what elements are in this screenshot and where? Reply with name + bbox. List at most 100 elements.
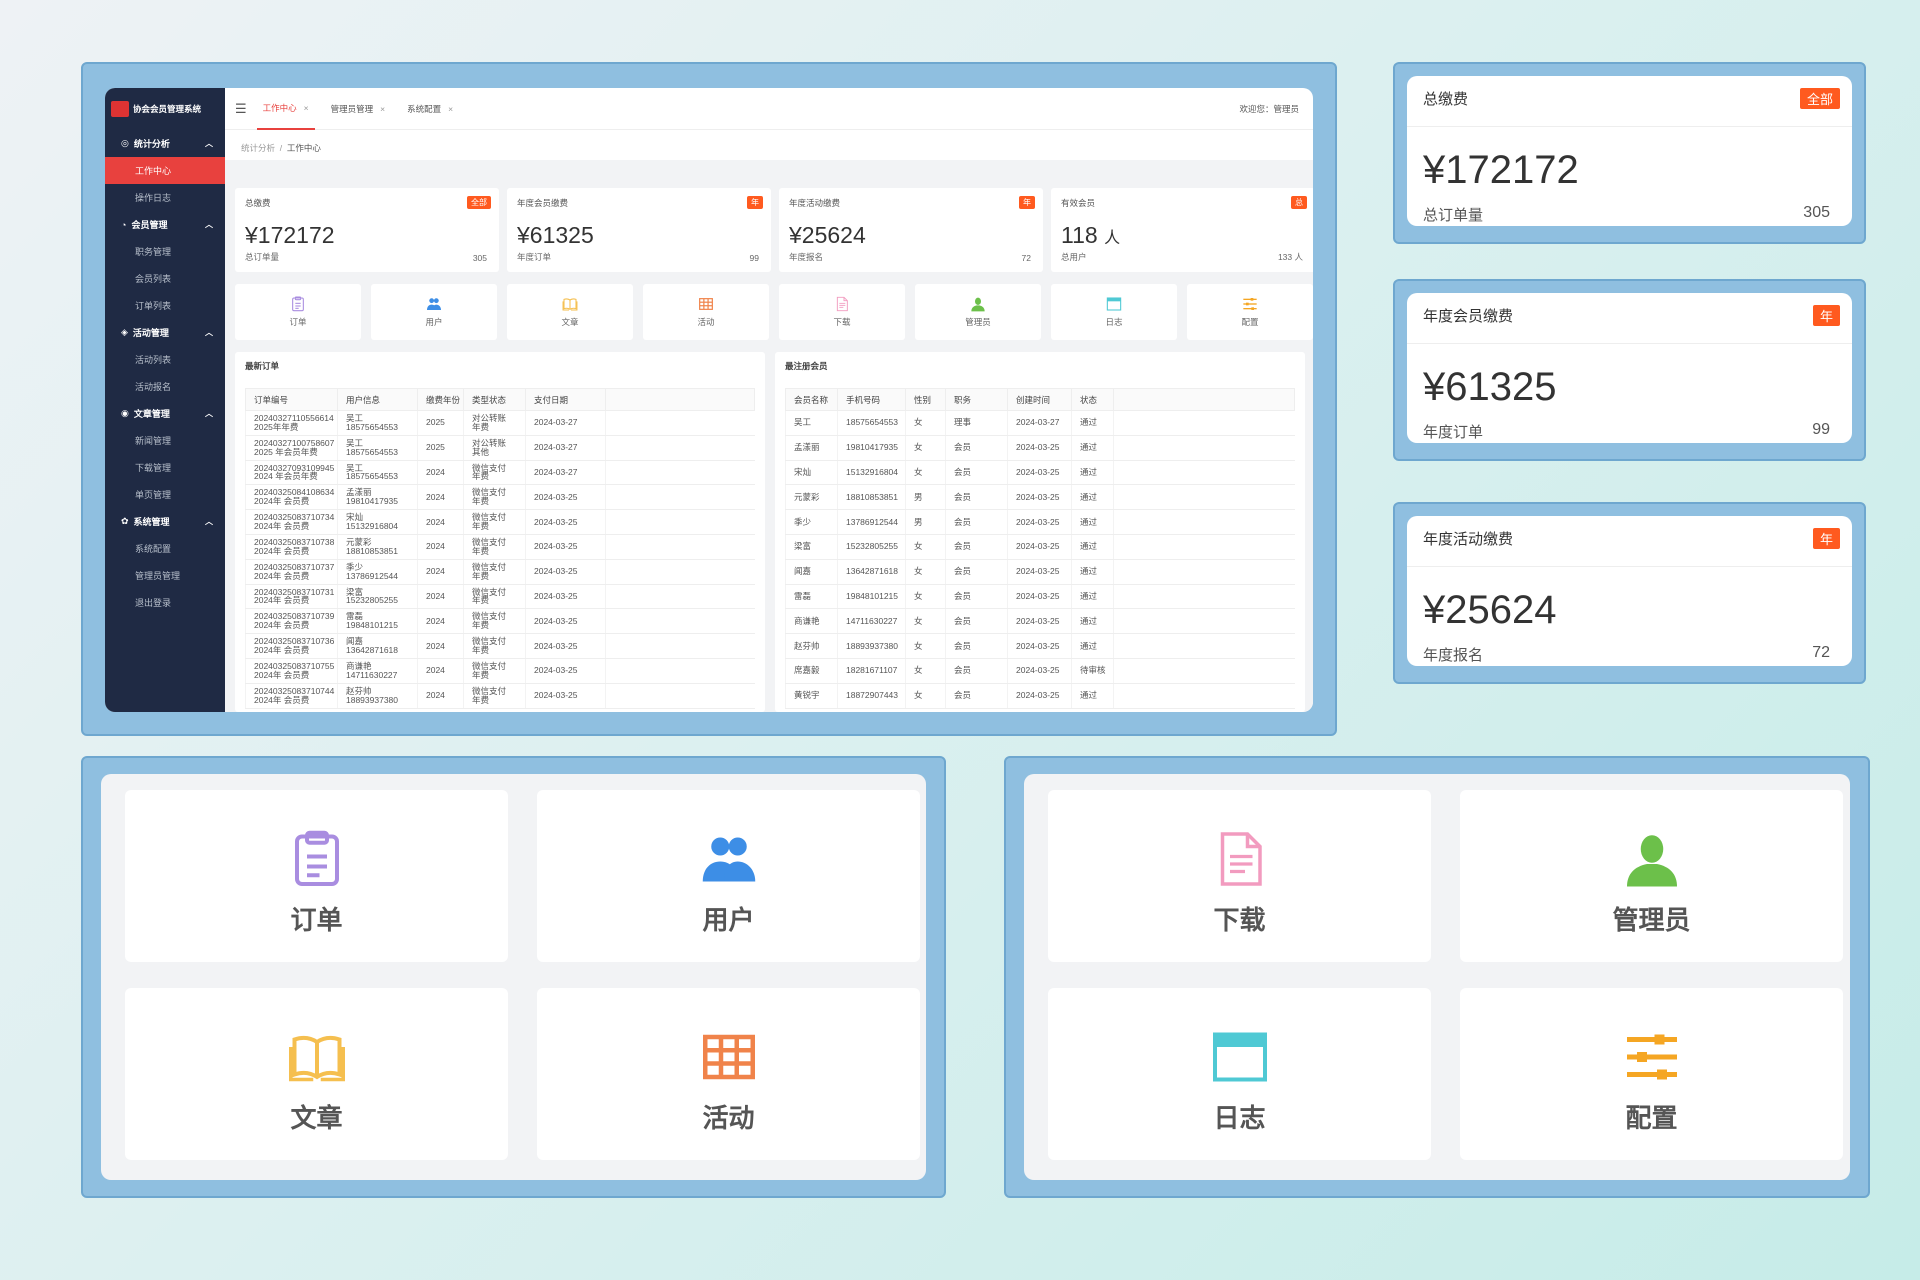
cell-text: 2024年 会员费	[254, 545, 310, 556]
cell-text: 会员	[954, 442, 972, 453]
table-row[interactable]: 商谦艳 14711630227 女 会员 2024-03-25 通过	[785, 608, 1295, 635]
column-header[interactable]: 类型状态	[463, 388, 526, 411]
sidebar-item[interactable]: 退出登录	[135, 598, 172, 608]
cell-text: 会员	[954, 665, 972, 676]
table-cell: 女	[905, 435, 946, 461]
sidebar-item[interactable]: 会员列表	[135, 274, 172, 284]
quick-link-tile[interactable]: 用户	[371, 284, 497, 340]
table-row[interactable]: 孟漾丽 19810417935 女 会员 2024-03-25 通过	[785, 435, 1295, 461]
table-row[interactable]: 宋灿 15132916804 女 会员 2024-03-25 通过	[785, 460, 1295, 486]
table-row[interactable]: 闻嘉 13642871618 女 会员 2024-03-25 通过	[785, 559, 1295, 585]
table-row[interactable]: 赵芬帅 18893937380 女 会员 2024-03-25 通过	[785, 633, 1295, 659]
sidebar-item[interactable]: 操作日志	[135, 193, 172, 203]
close-icon[interactable]: ×	[380, 103, 386, 114]
new-members-panel: 最注册会员 会员名称 手机号码 性别 职务 创建时间 状态 吴工 18575654553 女 理事…	[775, 352, 1305, 712]
table-row[interactable]: 吴工 18575654553 女 理事 2024-03-27 通过	[785, 410, 1295, 436]
table-cell: 2024-03-25	[525, 484, 606, 511]
stat-badge: 全部	[467, 196, 491, 209]
sidebar-item[interactable]: 管理员管理	[135, 571, 181, 581]
sidebar-group-0[interactable]: ◎ 统计分析 ︿	[105, 130, 225, 157]
column-header[interactable]: 订单编号	[245, 388, 338, 411]
sidebar-item[interactable]: 职务管理	[135, 247, 172, 257]
sidebar-item[interactable]: 活动列表	[135, 355, 172, 365]
table-row[interactable]: 20240325083710737 2024年 会员费 季少 13786912544 2…	[245, 559, 755, 585]
sidebar-group-2[interactable]: ◈ 活动管理 ︿	[105, 319, 225, 346]
menu-toggle-icon[interactable]: ☰	[235, 100, 247, 116]
table-row[interactable]: 20240325083710744 2024年 会员费 赵芬帅 18893937380…	[245, 683, 755, 709]
quick-link-tile[interactable]: 管理员	[915, 284, 1041, 340]
zoom-quick-link-tile[interactable]: 管理员	[1460, 790, 1843, 962]
sidebar-item[interactable]: 活动报名	[135, 382, 172, 392]
zoom-quick-link-tile[interactable]: 订单	[125, 790, 508, 962]
table-row[interactable]: 20240325083710738 2024年 会员费 元蒙彩 18810853851…	[245, 534, 755, 560]
table-cell-empty	[605, 683, 755, 709]
cell-text: 年费	[472, 545, 490, 556]
column-header[interactable]: 创建时间	[1007, 388, 1072, 411]
sidebar-item[interactable]: 新闻管理	[135, 436, 172, 446]
zoom-quick-link-tile[interactable]: 用户	[537, 790, 920, 962]
sidebar-item[interactable]: 工作中心	[105, 157, 225, 184]
close-icon[interactable]: ×	[448, 103, 454, 114]
zoom-quick-link-tile[interactable]: 活动	[537, 988, 920, 1160]
quick-link-tile[interactable]: 配置	[1187, 284, 1313, 340]
table-row[interactable]: 20240325083710734 2024年 会员费 宋灿 15132916804 2…	[245, 509, 755, 535]
cell-text: 微信支付	[472, 487, 507, 498]
column-header[interactable]: 会员名称	[785, 388, 838, 411]
zoom-quick-link-tile[interactable]: 下载	[1048, 790, 1431, 962]
column-header[interactable]: 支付日期	[525, 388, 606, 411]
sidebar-item[interactable]: 单页管理	[135, 490, 172, 500]
column-header[interactable]: 手机号码	[837, 388, 906, 411]
table-row[interactable]: 席嘉毅 18281671107 女 会员 2024-03-25 待审核	[785, 658, 1295, 684]
quick-link-tile[interactable]: 文章	[507, 284, 633, 340]
table-row[interactable]: 季少 13786912544 男 会员 2024-03-25 通过	[785, 509, 1295, 535]
cell-text: 2024	[426, 541, 445, 552]
column-header[interactable]: 用户信息	[337, 388, 418, 411]
quick-link-tile[interactable]: 下载	[779, 284, 905, 340]
orders-table: 订单编号 用户信息 缴费年份 类型状态 支付日期 20240327110556614 202…	[245, 388, 755, 709]
column-header[interactable]: 状态	[1071, 388, 1114, 411]
sidebar-item[interactable]: 订单列表	[135, 301, 172, 311]
table-row[interactable]: 雷磊 19848101215 女 会员 2024-03-25 通过	[785, 584, 1295, 610]
column-header[interactable]: 缴费年份	[417, 388, 464, 411]
tab-0[interactable]: 工作中心 ×	[256, 88, 315, 130]
table-row[interactable]: 20240327100758607 2025 年会员年费 吴工 18575654553…	[245, 435, 755, 461]
tab-1[interactable]: 管理员管理 ×	[325, 88, 391, 130]
table-cell: 19810417935	[837, 435, 906, 461]
zoom-quick-link-tile[interactable]: 日志	[1048, 988, 1431, 1160]
close-icon[interactable]: ×	[303, 102, 309, 113]
table-cell: 会员	[945, 509, 1008, 535]
table-row[interactable]: 20240327093109945 2024 年会员年费 吴工 18575654553…	[245, 460, 755, 486]
sidebar-item[interactable]: 下载管理	[135, 463, 172, 473]
quick-link-label: 下载	[833, 317, 851, 327]
sidebar-group-1[interactable]: ◔ 会员管理 ︿	[105, 211, 225, 238]
sidebar-group-4[interactable]: ✿ 系统管理 ︿	[105, 508, 225, 535]
sidebar-group-3[interactable]: ◉ 文章管理 ︿	[105, 400, 225, 427]
table-row[interactable]: 黄锐宇 18872907443 女 会员 2024-03-25 通过	[785, 683, 1295, 709]
table-row[interactable]: 20240327110556614 2025年年费 吴工 18575654553 202…	[245, 410, 755, 436]
column-header[interactable]: 职务	[945, 388, 1008, 411]
table-row[interactable]: 元蒙彩 18810853851 男 会员 2024-03-25 通过	[785, 484, 1295, 511]
cell-text: 13642871618	[846, 566, 899, 577]
cell-text: 2024年 会员费	[254, 570, 310, 581]
table-row[interactable]: 20240325083710736 2024年 会员费 闻嘉 13642871618 2…	[245, 633, 755, 659]
table-row[interactable]: 20240325084108634 2024年 会员费 孟漾丽 19810417935…	[245, 484, 755, 511]
tab-2[interactable]: 系统配置 ×	[401, 88, 459, 130]
cell-text: 通过	[1080, 467, 1098, 478]
table-row[interactable]: 梁富 15232805255 女 会员 2024-03-25 通过	[785, 534, 1295, 560]
quick-link-tile[interactable]: 活动	[643, 284, 769, 340]
cell-text: 季少	[346, 561, 364, 572]
cell-text: 2024-03-25	[1016, 467, 1060, 478]
table-cell: 元蒙彩	[785, 484, 838, 511]
zoom-quick-link-tile[interactable]: 文章	[125, 988, 508, 1160]
zoom-quick-link-tile[interactable]: 配置	[1460, 988, 1843, 1160]
column-header[interactable]: 性别	[905, 388, 946, 411]
breadcrumb-parent[interactable]: 统计分析	[241, 143, 276, 153]
quick-link-tile[interactable]: 日志	[1051, 284, 1177, 340]
quick-link-tile[interactable]: 订单	[235, 284, 361, 340]
table-row[interactable]: 20240325083710739 2024年 会员费 雷磊 19848101215 2…	[245, 608, 755, 635]
table-row[interactable]: 20240325083710731 2024年 会员费 梁富 15232805255 2…	[245, 584, 755, 610]
window-icon	[1106, 296, 1122, 312]
table-row[interactable]: 20240325083710755 2024年 会员费 商谦艳 14711630227…	[245, 658, 755, 684]
sidebar-item[interactable]: 系统配置	[135, 544, 172, 554]
welcome-text[interactable]: 欢迎您：管理员	[1239, 103, 1299, 114]
